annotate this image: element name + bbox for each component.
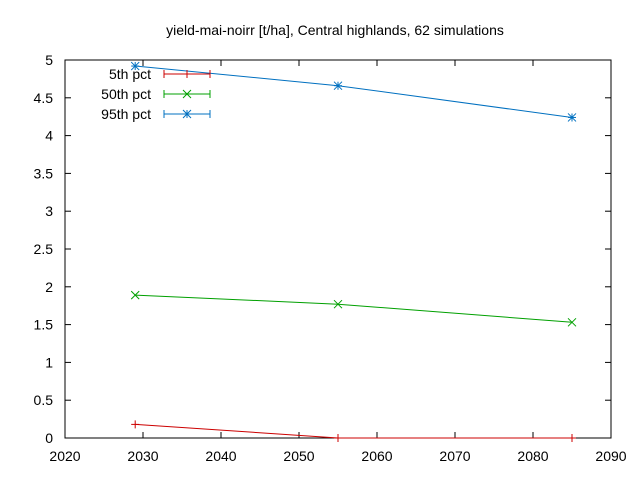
data-point xyxy=(333,81,343,91)
data-point xyxy=(567,317,577,327)
legend-label: 5th pct xyxy=(109,66,151,82)
legend-label: 95th pct xyxy=(101,106,151,122)
y-tick-label: 3.5 xyxy=(34,165,54,181)
y-tick-label: 4.5 xyxy=(34,90,54,106)
data-point xyxy=(131,420,140,429)
series-1 xyxy=(131,420,576,442)
marker-stroke xyxy=(567,113,577,122)
legend: 5th pct 50th pct 95th pct xyxy=(101,66,211,122)
data-point xyxy=(333,299,343,309)
legend-label: 50th pct xyxy=(101,86,151,102)
marker-stroke xyxy=(333,299,343,309)
data-point xyxy=(567,113,577,122)
data-point xyxy=(568,434,576,442)
y-tick-label: 0 xyxy=(45,430,53,446)
series-2 xyxy=(130,290,577,327)
data-point xyxy=(130,61,140,71)
legend-item: 5th pct xyxy=(109,66,211,82)
series-3 xyxy=(130,61,577,122)
y-tick-label: 1.5 xyxy=(34,317,54,333)
legend-marker xyxy=(183,70,191,78)
legend-item: 50th pct xyxy=(101,86,211,102)
x-tick-label: 2020 xyxy=(49,448,80,464)
axes: 0 0.5 1 1.5 2 2.5 3 3.5 4 4.5 5 2020 2030 2040 2050 206… xyxy=(34,52,627,464)
legend-marker xyxy=(182,109,192,119)
y-tick-label: 2 xyxy=(45,279,53,295)
legend-marker xyxy=(182,89,192,99)
marker-stroke xyxy=(333,81,343,91)
x-tick-label: 2030 xyxy=(127,448,158,464)
series-line xyxy=(135,423,572,439)
data-point xyxy=(130,290,140,300)
y-tick-label: 5 xyxy=(45,52,53,68)
chart-title: yield-mai-noirr [t/ha], Central highland… xyxy=(166,22,504,38)
x-tick-label: 2080 xyxy=(517,448,548,464)
marker-stroke xyxy=(130,290,140,300)
y-tick-label: 3 xyxy=(45,203,53,219)
x-tick-label: 2050 xyxy=(283,448,314,464)
marker-stroke xyxy=(182,109,192,119)
marker-stroke xyxy=(567,317,577,327)
marker-stroke xyxy=(130,61,140,71)
series-layer xyxy=(130,61,577,442)
y-tick-label: 1 xyxy=(45,354,53,370)
x-tick-label: 2060 xyxy=(361,448,392,464)
data-point xyxy=(334,434,342,442)
y-tick-label: 0.5 xyxy=(34,392,54,408)
y-tick-label: 2.5 xyxy=(34,241,54,257)
legend-item: 95th pct xyxy=(101,106,211,122)
x-tick-label: 2070 xyxy=(439,448,470,464)
y-tick-label: 4 xyxy=(45,128,53,144)
x-tick-label: 2040 xyxy=(205,448,236,464)
x-tick-label: 2090 xyxy=(595,448,626,464)
marker-stroke xyxy=(182,89,192,99)
series-line xyxy=(135,294,573,323)
